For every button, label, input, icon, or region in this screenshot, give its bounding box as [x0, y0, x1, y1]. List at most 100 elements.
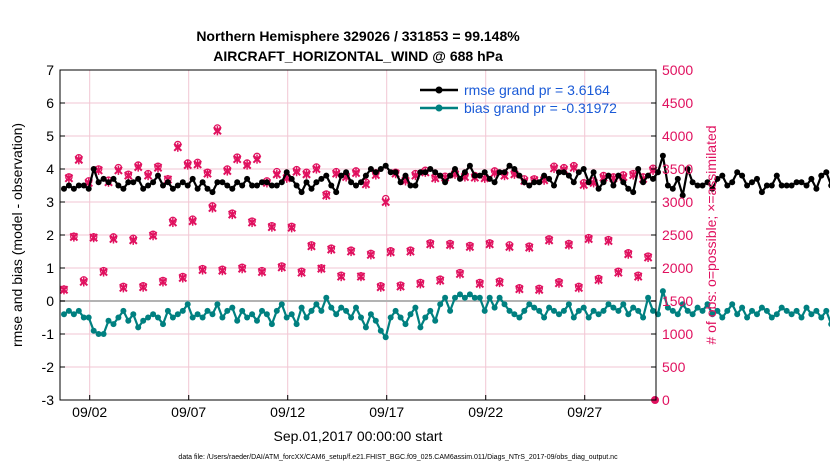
bias-point	[818, 314, 825, 321]
obs-assimilated-marker	[168, 217, 178, 228]
bias-point	[150, 311, 157, 318]
rmse-point	[521, 179, 528, 186]
rmse-point	[605, 172, 612, 179]
rmse-point	[645, 172, 652, 179]
obs-assimilated-marker	[158, 277, 168, 287]
rmse-point	[61, 185, 67, 192]
obs-assimilated-marker	[193, 159, 202, 169]
rmse-point	[600, 179, 607, 186]
rmse-point	[664, 182, 671, 189]
bias-point	[362, 324, 369, 331]
bias-point	[442, 294, 449, 301]
bias-point	[793, 307, 800, 314]
rmse-point	[397, 179, 404, 186]
y-right-tick-label: 4000	[662, 128, 693, 144]
rmse-point	[813, 185, 820, 192]
obs-assimilated-marker	[89, 233, 98, 243]
obs-assimilated-marker	[297, 268, 306, 278]
bias-point	[427, 307, 434, 314]
bias-point	[734, 311, 741, 318]
rmse-point	[130, 179, 137, 186]
bias-point	[303, 314, 310, 321]
obs-assimilated-marker	[59, 285, 69, 295]
obs-assimilated-marker	[614, 268, 623, 278]
obs-assimilated-marker	[594, 275, 603, 285]
obs-assimilated-marker	[455, 269, 465, 279]
rmse-point	[100, 175, 107, 182]
bias-point	[224, 307, 231, 314]
rmse-point	[570, 179, 577, 186]
obs-assimilated-marker	[485, 239, 494, 249]
y-right-tick-label: 500	[662, 359, 686, 375]
rmse-point	[377, 166, 384, 172]
obs-assimilated-marker	[119, 283, 128, 293]
bias-point	[199, 314, 206, 321]
obs-assimilated-marker	[79, 277, 89, 287]
bias-point	[298, 304, 305, 311]
rmse-point	[580, 166, 587, 172]
bias-point	[694, 304, 701, 311]
bias-point	[635, 307, 642, 314]
bias-point	[704, 301, 711, 308]
bias-point	[813, 307, 820, 314]
bias-point	[194, 311, 201, 318]
bias-point	[407, 311, 414, 318]
bias-point	[650, 307, 656, 314]
obs-assimilated-marker	[69, 232, 79, 242]
bias-point	[783, 307, 790, 314]
obs-assimilated-marker	[198, 265, 207, 275]
bias-point	[788, 311, 795, 318]
x-tick-label: 09/12	[270, 404, 305, 420]
bias-point	[85, 314, 92, 321]
y-right-tick-label: 2000	[662, 260, 693, 276]
bias-point	[803, 304, 810, 311]
bias-point	[526, 301, 533, 308]
obs-assimilated-marker	[307, 241, 316, 251]
bias-point	[169, 314, 176, 321]
rmse-point	[288, 175, 295, 182]
rmse-point	[333, 189, 340, 196]
bias-point	[155, 314, 161, 321]
bias-point	[724, 307, 731, 314]
y-axis-right-ticks: 0 500 1000 1500 2000 2500 3000 3500 4000 4500 5000	[651, 62, 693, 408]
rmse-point	[724, 182, 731, 189]
rmse-point	[758, 189, 765, 196]
bias-point	[481, 307, 488, 314]
obs-assimilated-marker	[366, 250, 376, 260]
rmse-point	[496, 169, 503, 176]
rmse-point	[135, 175, 142, 182]
obs-assimilated-marker	[242, 160, 252, 170]
y-left-tick-label: 3	[46, 194, 54, 210]
bias-point	[90, 327, 97, 334]
y-left-tick-label: 2	[46, 227, 54, 243]
obs-assimilated-marker	[623, 249, 633, 259]
bias-point	[709, 311, 716, 318]
bias-point	[422, 314, 429, 321]
bias-point	[491, 304, 498, 311]
rmse-point	[95, 179, 102, 186]
rmse-point	[115, 182, 122, 189]
bias-point	[135, 324, 142, 331]
legend: rmse grand pr = 3.6164 bias grand pr = -…	[420, 82, 617, 116]
bias-point	[466, 291, 473, 298]
x-tick-label: 09/07	[171, 404, 206, 420]
rmse-point	[476, 172, 483, 179]
rmse-point	[471, 172, 478, 179]
obs-assimilated-marker	[569, 163, 579, 173]
rmse-point	[372, 169, 379, 176]
rmse-point	[585, 179, 592, 186]
obs-assimilated-marker	[227, 209, 237, 220]
rmse-point	[694, 182, 701, 189]
rmse-point	[303, 179, 310, 186]
bias-point	[798, 314, 805, 321]
rmse-point	[65, 182, 72, 189]
bias-point	[457, 291, 463, 298]
obs-assimilated-marker	[133, 162, 143, 172]
obs-assimilated-marker	[425, 239, 435, 249]
rmse-point	[749, 179, 755, 186]
y-right-tick-label: 3500	[662, 161, 693, 177]
rmse-point	[625, 185, 632, 192]
bias-point	[209, 311, 216, 318]
x-axis-ticks: 09/02 09/07 09/12 09/17 09/22 09/27	[72, 395, 602, 420]
obs-assimilated-marker	[267, 222, 277, 232]
